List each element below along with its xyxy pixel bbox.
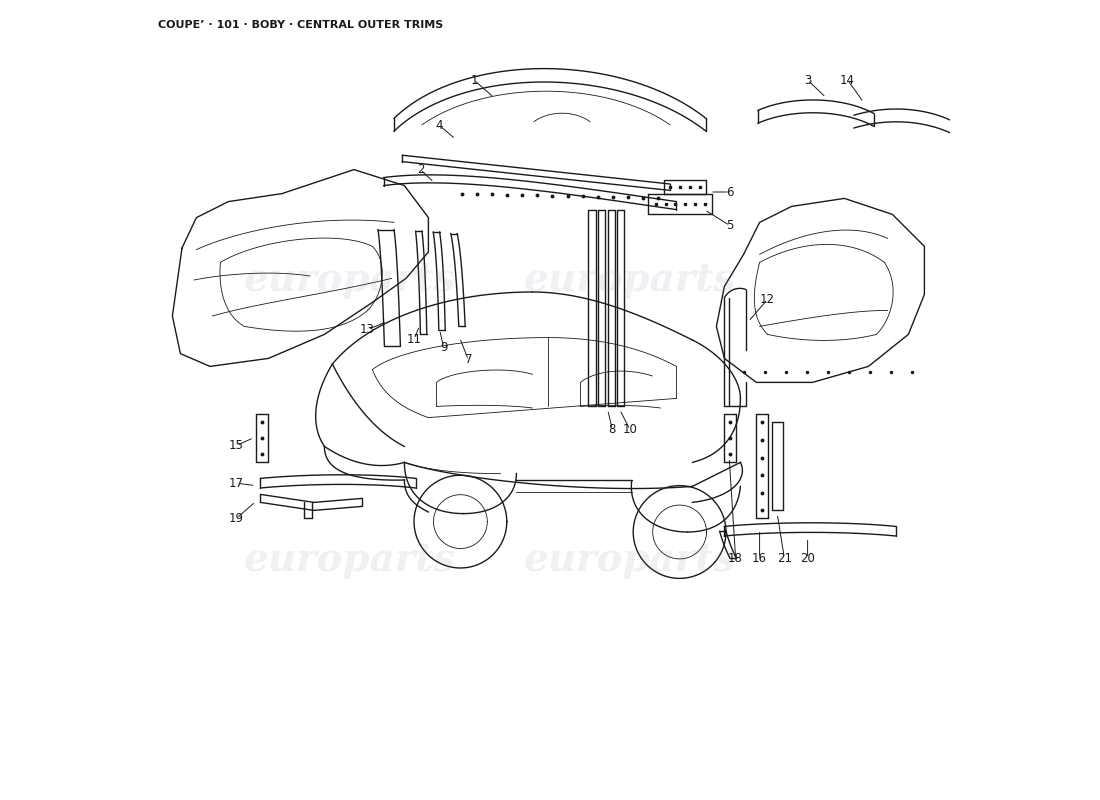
Text: 8: 8 xyxy=(608,423,616,436)
Text: 3: 3 xyxy=(804,74,812,86)
Text: COUPE’ · 101 · BOBY · CENTRAL OUTER TRIMS: COUPE’ · 101 · BOBY · CENTRAL OUTER TRIM… xyxy=(158,20,443,30)
Text: 15: 15 xyxy=(229,439,244,452)
Text: 6: 6 xyxy=(726,186,734,198)
Text: 12: 12 xyxy=(760,293,775,306)
Text: europarts: europarts xyxy=(244,541,456,579)
Text: 14: 14 xyxy=(840,74,855,86)
Text: 2: 2 xyxy=(417,163,425,176)
Text: 10: 10 xyxy=(623,423,637,436)
Text: 9: 9 xyxy=(440,341,448,354)
Text: europarts: europarts xyxy=(524,541,736,579)
Text: europarts: europarts xyxy=(524,261,736,299)
Text: 11: 11 xyxy=(407,333,421,346)
Text: 5: 5 xyxy=(726,219,734,232)
Text: 19: 19 xyxy=(229,512,244,525)
Text: 18: 18 xyxy=(728,552,743,565)
Text: 21: 21 xyxy=(777,552,792,565)
Text: 13: 13 xyxy=(360,323,375,336)
Text: 7: 7 xyxy=(464,354,472,366)
Text: 4: 4 xyxy=(436,119,443,132)
Text: 20: 20 xyxy=(800,552,815,565)
Text: 17: 17 xyxy=(229,477,244,490)
Text: europarts: europarts xyxy=(244,261,456,299)
Text: 1: 1 xyxy=(471,74,477,86)
Text: 16: 16 xyxy=(752,552,767,565)
